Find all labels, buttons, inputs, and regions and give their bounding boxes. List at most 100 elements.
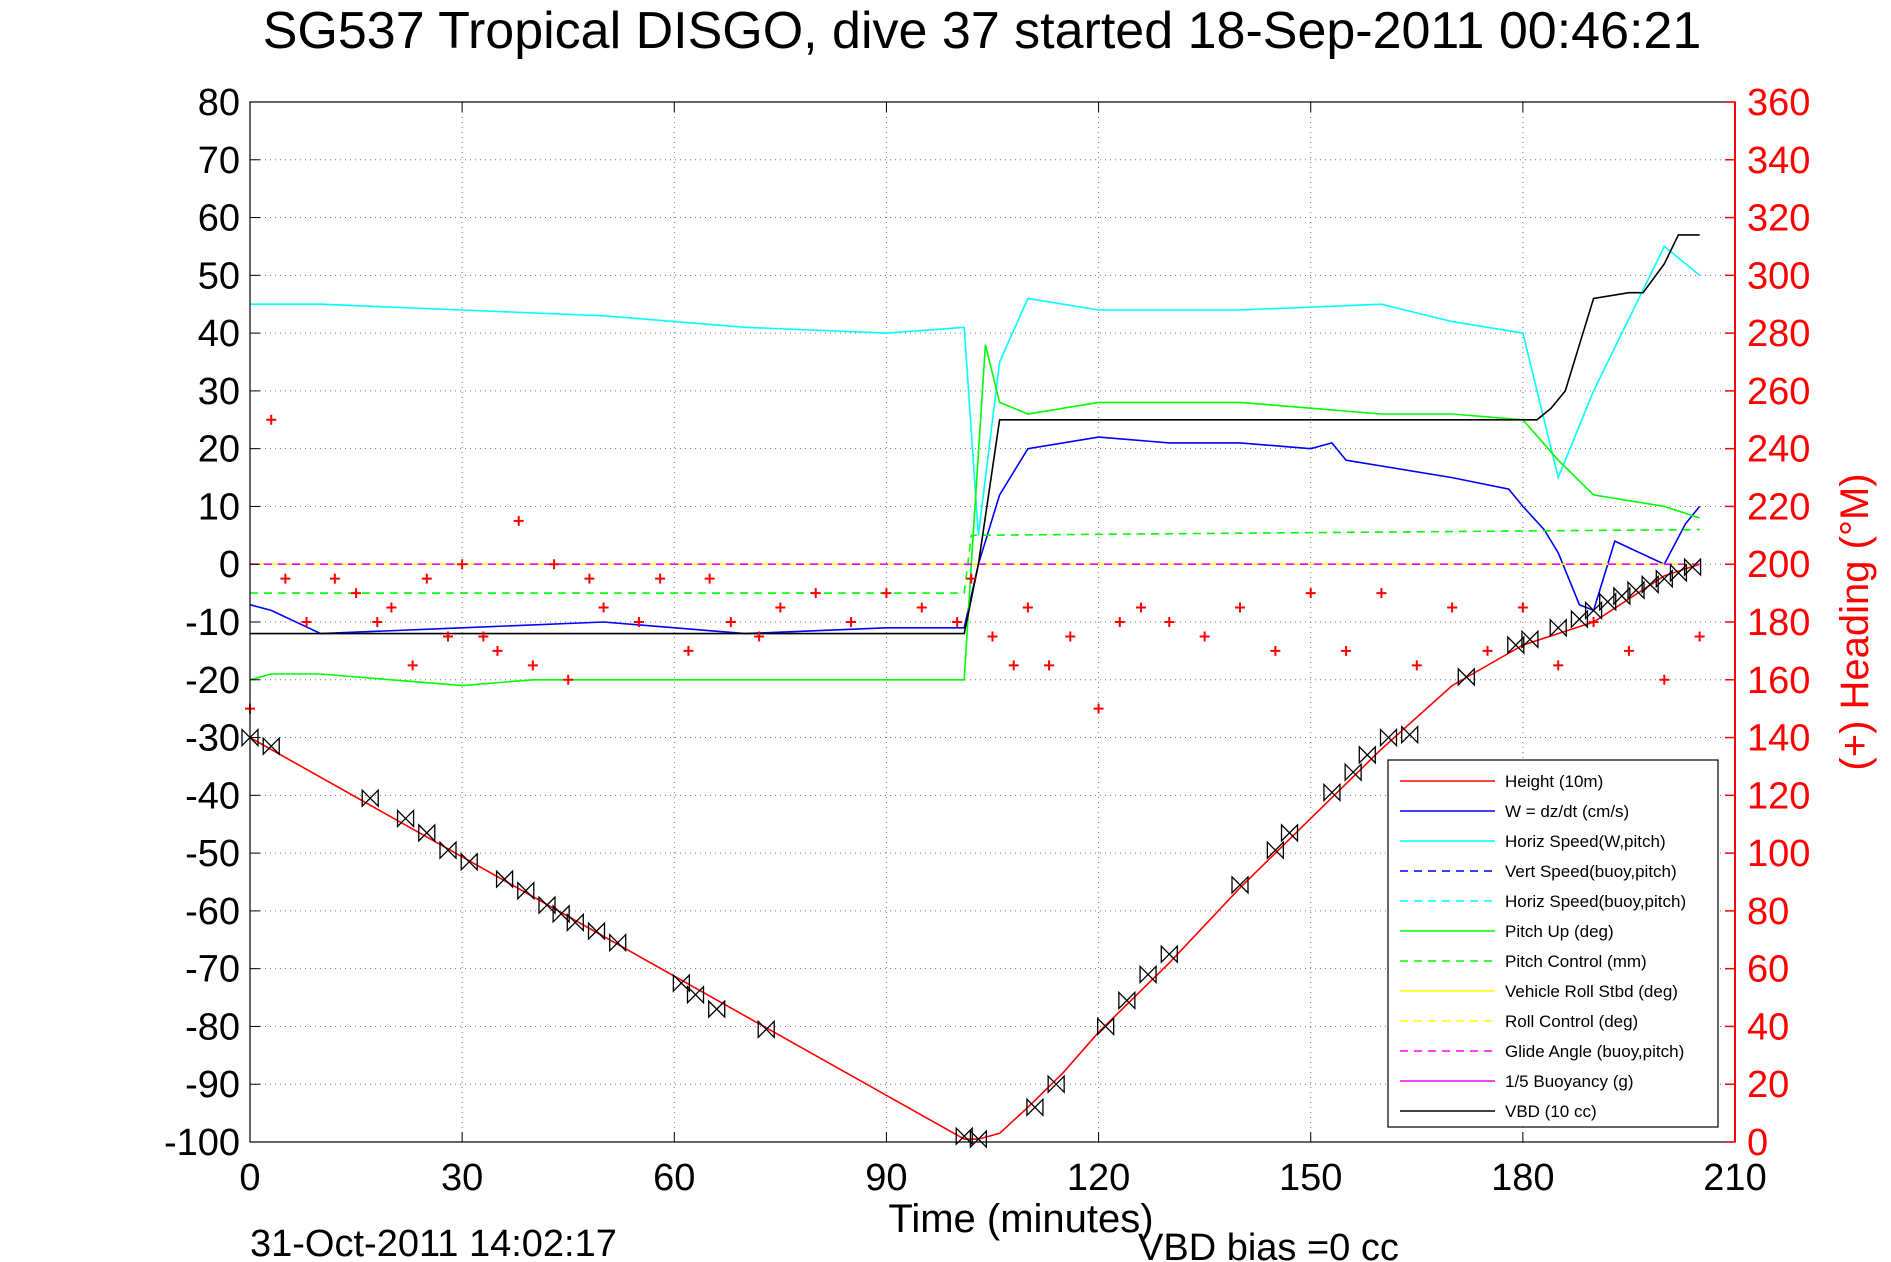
heading-point [633, 617, 644, 627]
heading-point [916, 602, 927, 613]
heading-point [549, 559, 560, 570]
heading-point [1411, 660, 1422, 671]
height-marker [1599, 592, 1617, 612]
y-tick-label: 80 [198, 82, 240, 124]
height-marker [1379, 727, 1398, 748]
heading-point [1482, 645, 1493, 656]
heading-point [280, 573, 291, 584]
y-tick-label: -10 [185, 602, 240, 644]
heading-point [329, 573, 340, 584]
y-tick-label: -30 [185, 718, 240, 760]
x-tick-label: 210 [1703, 1157, 1766, 1199]
height-marker [1344, 762, 1362, 782]
height-marker [686, 985, 705, 1005]
y2-tick-label: 120 [1747, 775, 1810, 817]
y2-tick-label: 160 [1747, 660, 1810, 702]
heading-point [407, 660, 418, 671]
footer-vbd-bias: VBD bias =0 cc [1138, 1227, 1399, 1262]
heading-point [775, 602, 786, 613]
heading-point [457, 559, 468, 570]
height-marker [241, 727, 259, 748]
y-tick-label: -90 [185, 1064, 240, 1106]
height-marker [1139, 964, 1157, 985]
y2-tick-label: 180 [1747, 602, 1810, 644]
y2-axis-label: (+) Heading (°M) [1833, 473, 1877, 770]
heading-point [1305, 588, 1316, 599]
x-tick-label: 120 [1067, 1157, 1130, 1199]
heading-point [966, 573, 977, 584]
height-marker [1047, 1074, 1065, 1094]
y2-tick-label: 340 [1747, 140, 1810, 182]
heading-point [598, 602, 609, 613]
height-marker [460, 852, 478, 872]
y2-tick-label: 220 [1747, 486, 1810, 528]
height-marker [1280, 823, 1299, 843]
x-tick-label: 0 [239, 1157, 260, 1199]
height-marker [1160, 944, 1178, 964]
heading-point [372, 617, 383, 627]
heading-point [1164, 617, 1175, 627]
y2-tick-label: 360 [1747, 82, 1810, 124]
heading-point [1659, 674, 1670, 685]
heading-point [1136, 602, 1146, 613]
series-line-horiz-speed-w-pitch [250, 245, 1701, 536]
x-tick-label: 180 [1491, 1157, 1554, 1199]
series-line-vbd-10-cc [250, 234, 1700, 635]
y2-tick-label: 280 [1747, 313, 1810, 355]
x-axis-label: Time (minutes) [888, 1197, 1153, 1241]
legend-label: Vert Speed(buoy,pitch) [1505, 862, 1677, 881]
height-marker [517, 881, 535, 901]
legend-label: VBD (10 cc) [1505, 1102, 1597, 1121]
height-marker [609, 933, 627, 953]
heading-point [1270, 645, 1281, 656]
y2-tick-label: 20 [1747, 1064, 1789, 1106]
x-tick-label: 150 [1279, 1157, 1342, 1199]
y-tick-label: 20 [198, 429, 240, 471]
heading-point [351, 588, 362, 599]
heading-layer [245, 414, 1705, 714]
legend: Height (10m) W = dz/dt (cm/s) Horiz Speed(… [1387, 759, 1719, 1128]
y2-tick-label: 240 [1747, 429, 1810, 471]
height-marker [708, 999, 726, 1019]
heading-point [492, 645, 503, 656]
height-marker [1266, 840, 1285, 860]
height-marker [672, 973, 691, 993]
height-marker [1457, 667, 1475, 687]
height-marker [1549, 618, 1567, 638]
legend-label: Roll Control (deg) [1505, 1012, 1638, 1031]
height-marker [262, 736, 280, 756]
heading-point [810, 588, 821, 599]
heading-point [1008, 660, 1019, 671]
y-tick-label: 40 [198, 313, 240, 355]
y2-tick-label: 100 [1747, 833, 1810, 875]
heading-point [1341, 645, 1352, 656]
heading-point [1065, 631, 1076, 642]
y-tick-label: -50 [185, 833, 240, 875]
heading-point [478, 631, 489, 642]
heading-point [266, 414, 277, 425]
series-line-height-10m [249, 563, 1700, 1140]
heading-point [1093, 703, 1104, 714]
grid-layer [250, 102, 1735, 1142]
height-marker [1584, 600, 1603, 621]
footer-timestamp: 31-Oct-2011 14:02:17 [250, 1223, 617, 1262]
heading-point [952, 617, 963, 627]
y2-tick-label: 40 [1747, 1006, 1789, 1048]
y-tick-label: -70 [185, 949, 240, 991]
heading-point [1553, 660, 1564, 671]
heading-point [1517, 602, 1528, 613]
x-tick-label: 30 [441, 1157, 483, 1199]
y-tick-label: 30 [198, 371, 240, 413]
heading-point [683, 645, 694, 656]
height-marker [396, 808, 415, 829]
height-marker [1507, 635, 1525, 655]
legend-label: Glide Angle (buoy,pitch) [1505, 1042, 1684, 1061]
y2-tick-label: 80 [1747, 891, 1789, 933]
height-marker [418, 823, 436, 843]
height-marker [361, 788, 379, 808]
height-marker [495, 869, 514, 889]
legend-label: Height (10m) [1505, 772, 1603, 791]
height-marker [1401, 725, 1419, 745]
heading-point [1588, 617, 1599, 627]
